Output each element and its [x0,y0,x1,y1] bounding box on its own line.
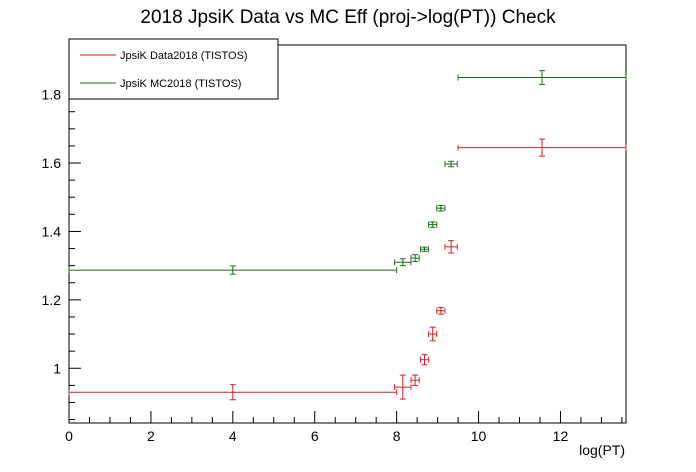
x-tick-label: 4 [229,428,237,444]
x-axis-label: log(PT) [579,442,625,458]
y-tick-label: 1.4 [42,223,62,239]
data-point [428,221,438,228]
x-tick-label: 2 [147,428,155,444]
data-point [444,160,458,168]
data-point [68,384,398,401]
data-point [444,240,458,254]
data-point [410,374,420,386]
series-layer [68,70,627,401]
data-point [68,265,398,275]
x-tick-label: 12 [553,428,569,444]
data-point [394,374,412,400]
y-tick-label: 1.2 [42,292,62,308]
legend: JpsiK Data2018 (TISTOS) JpsiK MC2018 (TI… [68,38,279,100]
legend-label-data: JpsiK Data2018 (TISTOS) [120,50,248,62]
data-point [457,138,627,157]
data-point [436,306,446,315]
x-tick-label: 6 [311,428,319,444]
y-tick-label: 1.8 [42,87,62,103]
data-point [419,246,430,253]
data-point [428,326,438,342]
data-point [410,254,420,263]
x-tick-label: 10 [471,428,487,444]
legend-label-mc: JpsiK MC2018 (TISTOS) [120,78,241,90]
data-point [436,204,446,212]
axis-ticks: 0 2 4 6 8 10 12 1 1.2 1.4 1.6 1.8 [42,59,623,444]
y-tick-label: 1 [53,360,61,376]
y-tick-label: 1.6 [42,155,62,171]
plot-frame [68,44,627,424]
series-0 [68,138,627,401]
x-tick-label: 8 [393,428,401,444]
x-tick-label: 0 [65,428,73,444]
series-1 [68,70,627,275]
data-point [419,354,430,366]
chart-title: 2018 JpsiK Data vs MC Eff (proj->log(PT)… [140,7,556,28]
data-point [457,70,627,85]
legend-box [68,38,279,100]
